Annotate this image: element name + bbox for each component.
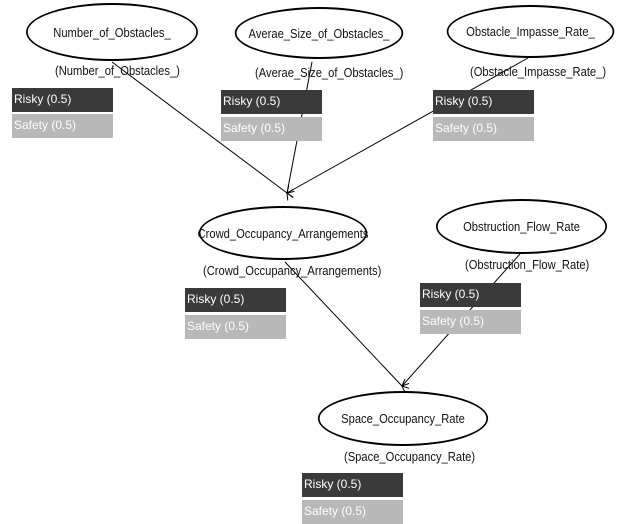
node-title: Obstacle_Impasse_Rate_ — [466, 24, 595, 39]
edge-impasse-to-crowd — [287, 57, 529, 193]
node-ellipse[interactable]: Averae_Size_of_Obstacles_ — [234, 7, 404, 59]
node-subtitle: (Obstacle_Impasse_Rate_) — [470, 64, 607, 79]
node-title: Space_Occupancy_Rate — [341, 411, 465, 426]
state-safety-bar: Safety (0.5) — [433, 117, 534, 141]
state-safety-bar: Safety (0.5) — [302, 500, 403, 524]
node-title: Averae_Size_of_Obstacles_ — [248, 25, 390, 41]
state-safety-bar: Safety (0.5) — [185, 315, 286, 339]
node-ellipse[interactable]: Number_of_Obstacles_ — [26, 3, 198, 61]
state-risky-bar: Risky (0.5) — [433, 90, 534, 114]
node-subtitle: (Averae_Size_of_Obstacles_) — [255, 65, 404, 80]
node-ellipse[interactable]: Space_Occupancy_Rate — [317, 391, 489, 446]
node-ellipse[interactable]: Obstacle_Impasse_Rate_ — [446, 5, 615, 58]
node-ellipse[interactable]: Crowd_Occupancy_Arrangements — [197, 206, 369, 260]
state-risky-bar: Risky (0.5) — [185, 288, 286, 312]
node-subtitle: (Number_of_Obstacles_) — [55, 63, 180, 78]
node-ellipse[interactable]: Obstruction_Flow_Rate — [435, 199, 608, 254]
state-risky-bar: Risky (0.5) — [221, 90, 322, 114]
node-subtitle: (Crowd_Occupancy_Arrangements) — [203, 263, 382, 278]
edge-number-to-crowd — [111, 61, 287, 193]
state-risky-bar: Risky (0.5) — [302, 473, 403, 497]
state-safety-bar: Safety (0.5) — [420, 310, 521, 334]
state-risky-bar: Risky (0.5) — [420, 283, 521, 307]
node-subtitle: (Space_Occupancy_Rate) — [344, 449, 476, 464]
edge-crowd-to-space — [284, 261, 402, 386]
state-safety-bar: Safety (0.5) — [221, 117, 322, 141]
node-title: Number_of_Obstacles_ — [53, 24, 171, 40]
node-title: Obstruction_Flow_Rate — [463, 219, 580, 234]
state-safety-bar: Safety (0.5) — [12, 114, 113, 138]
node-subtitle: (Obstruction_Flow_Rate) — [465, 257, 590, 272]
state-risky-bar: Risky (0.5) — [12, 88, 113, 112]
node-title: Crowd_Occupancy_Arrangements — [197, 225, 369, 241]
